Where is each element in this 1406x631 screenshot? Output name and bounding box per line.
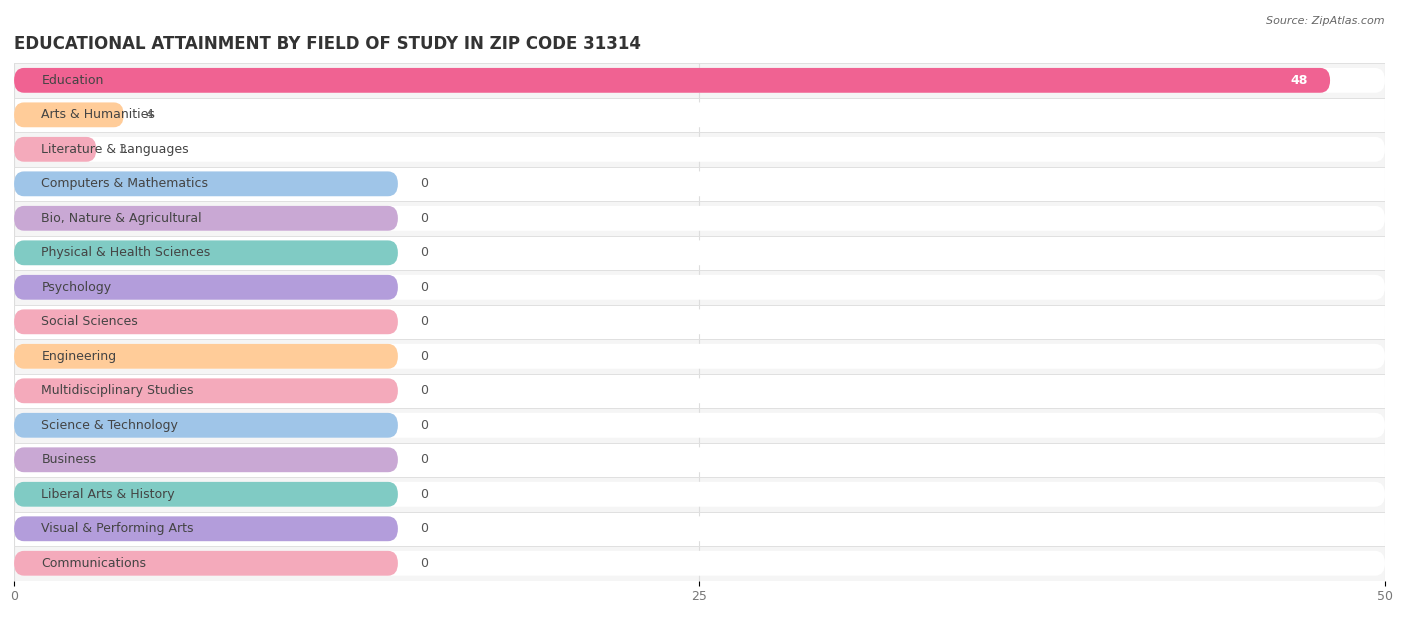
Text: 0: 0	[420, 419, 427, 432]
FancyBboxPatch shape	[14, 172, 1385, 196]
Bar	[0, 98, 1406, 132]
FancyBboxPatch shape	[14, 516, 1385, 541]
Text: 0: 0	[420, 316, 427, 328]
Bar	[0, 201, 1406, 235]
FancyBboxPatch shape	[14, 102, 124, 127]
FancyBboxPatch shape	[14, 413, 398, 438]
FancyBboxPatch shape	[14, 240, 1385, 265]
Bar	[0, 512, 1406, 546]
FancyBboxPatch shape	[14, 137, 96, 162]
FancyBboxPatch shape	[14, 482, 1385, 507]
Text: 0: 0	[420, 522, 427, 535]
FancyBboxPatch shape	[14, 309, 398, 334]
Bar	[0, 408, 1406, 442]
FancyBboxPatch shape	[14, 240, 398, 265]
Text: 3: 3	[118, 143, 127, 156]
Text: Literature & Languages: Literature & Languages	[42, 143, 188, 156]
Text: Business: Business	[42, 453, 97, 466]
Text: 4: 4	[146, 109, 153, 121]
Bar	[0, 270, 1406, 305]
Text: Arts & Humanities: Arts & Humanities	[42, 109, 155, 121]
FancyBboxPatch shape	[14, 68, 1330, 93]
Bar	[0, 63, 1406, 98]
Text: Multidisciplinary Studies: Multidisciplinary Studies	[42, 384, 194, 398]
FancyBboxPatch shape	[14, 551, 1385, 575]
Text: 0: 0	[420, 453, 427, 466]
FancyBboxPatch shape	[14, 516, 398, 541]
Text: Visual & Performing Arts: Visual & Performing Arts	[42, 522, 194, 535]
Text: 0: 0	[420, 177, 427, 191]
FancyBboxPatch shape	[14, 379, 1385, 403]
FancyBboxPatch shape	[14, 379, 398, 403]
FancyBboxPatch shape	[14, 275, 1385, 300]
Bar	[0, 132, 1406, 167]
FancyBboxPatch shape	[14, 102, 1385, 127]
FancyBboxPatch shape	[14, 551, 398, 575]
Bar	[0, 167, 1406, 201]
Text: 0: 0	[420, 281, 427, 294]
Text: Physical & Health Sciences: Physical & Health Sciences	[42, 246, 211, 259]
Text: Education: Education	[42, 74, 104, 87]
Text: 0: 0	[420, 488, 427, 501]
Text: 0: 0	[420, 246, 427, 259]
FancyBboxPatch shape	[14, 344, 1385, 369]
FancyBboxPatch shape	[14, 482, 398, 507]
Text: 0: 0	[420, 350, 427, 363]
FancyBboxPatch shape	[14, 206, 398, 231]
Text: 48: 48	[1291, 74, 1308, 87]
Text: Communications: Communications	[42, 557, 146, 570]
Text: 0: 0	[420, 384, 427, 398]
Text: 0: 0	[420, 557, 427, 570]
Text: Bio, Nature & Agricultural: Bio, Nature & Agricultural	[42, 212, 202, 225]
FancyBboxPatch shape	[14, 172, 398, 196]
Text: Science & Technology: Science & Technology	[42, 419, 179, 432]
FancyBboxPatch shape	[14, 137, 1385, 162]
FancyBboxPatch shape	[14, 447, 1385, 472]
Text: Engineering: Engineering	[42, 350, 117, 363]
FancyBboxPatch shape	[14, 68, 1385, 93]
Text: Liberal Arts & History: Liberal Arts & History	[42, 488, 176, 501]
Bar	[0, 374, 1406, 408]
Text: EDUCATIONAL ATTAINMENT BY FIELD OF STUDY IN ZIP CODE 31314: EDUCATIONAL ATTAINMENT BY FIELD OF STUDY…	[14, 35, 641, 53]
Bar	[0, 477, 1406, 512]
Bar	[0, 305, 1406, 339]
Text: 0: 0	[420, 212, 427, 225]
FancyBboxPatch shape	[14, 413, 1385, 438]
FancyBboxPatch shape	[14, 309, 1385, 334]
Bar	[0, 339, 1406, 374]
Bar	[0, 235, 1406, 270]
FancyBboxPatch shape	[14, 344, 398, 369]
FancyBboxPatch shape	[14, 275, 398, 300]
Text: Social Sciences: Social Sciences	[42, 316, 138, 328]
Text: Computers & Mathematics: Computers & Mathematics	[42, 177, 208, 191]
Bar	[0, 442, 1406, 477]
FancyBboxPatch shape	[14, 447, 398, 472]
Bar	[0, 546, 1406, 581]
Text: Source: ZipAtlas.com: Source: ZipAtlas.com	[1267, 16, 1385, 26]
FancyBboxPatch shape	[14, 206, 1385, 231]
Text: Psychology: Psychology	[42, 281, 111, 294]
